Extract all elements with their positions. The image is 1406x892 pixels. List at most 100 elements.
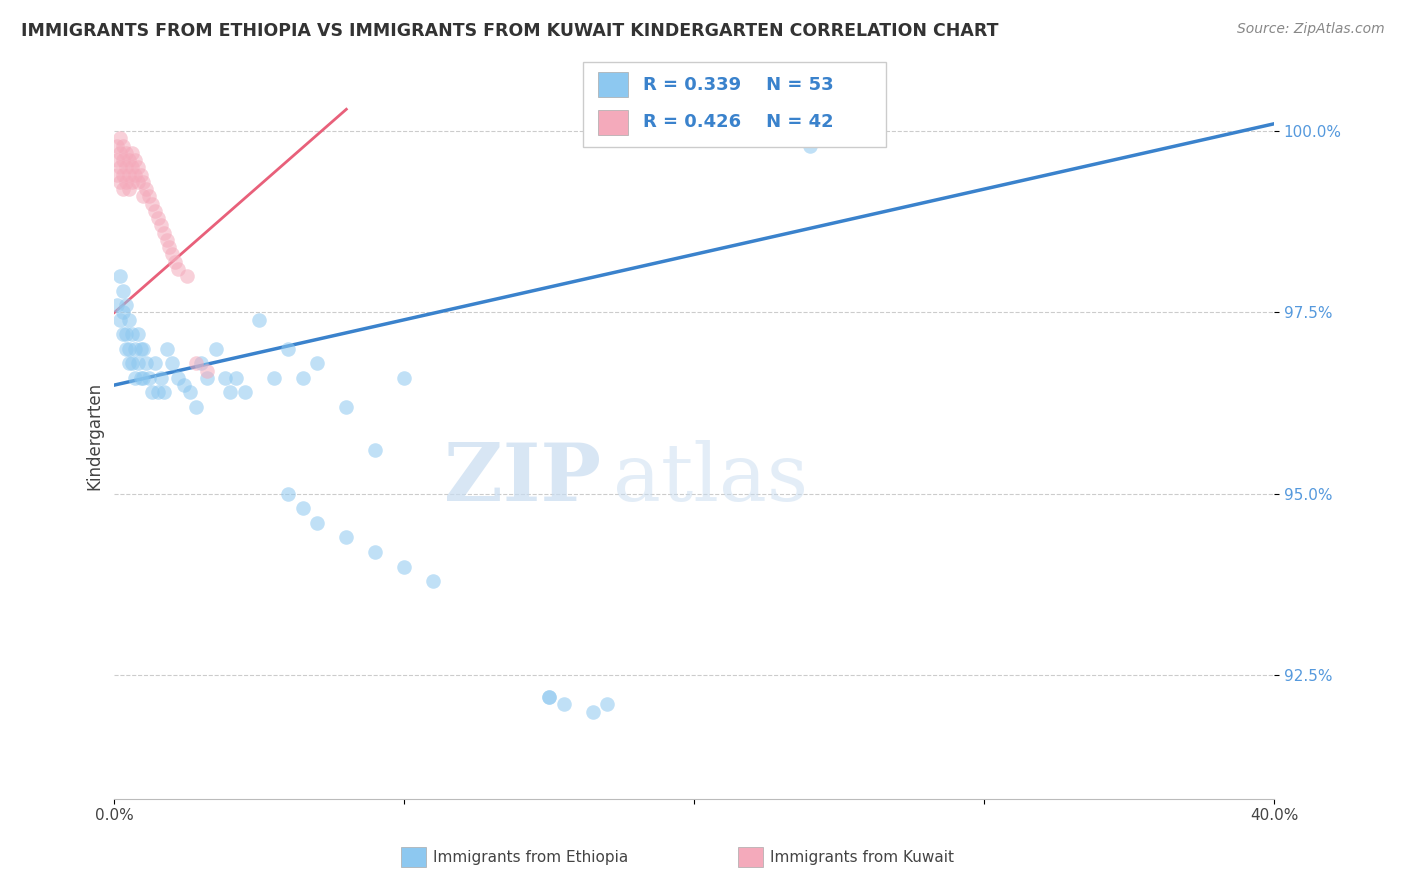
Point bbox=[155, 233, 177, 247]
Point bbox=[129, 168, 152, 182]
Text: Source: ZipAtlas.com: Source: ZipAtlas.com bbox=[1237, 22, 1385, 37]
Point bbox=[149, 219, 172, 233]
Point bbox=[112, 138, 135, 153]
Point bbox=[132, 175, 155, 189]
Point bbox=[121, 145, 143, 160]
Text: IMMIGRANTS FROM ETHIOPIA VS IMMIGRANTS FROM KUWAIT KINDERGARTEN CORRELATION CHAR: IMMIGRANTS FROM ETHIOPIA VS IMMIGRANTS F… bbox=[21, 22, 998, 40]
Point bbox=[291, 501, 314, 516]
Point bbox=[108, 175, 131, 189]
Point bbox=[141, 385, 163, 400]
Point bbox=[132, 189, 155, 203]
Point bbox=[118, 312, 141, 326]
Point bbox=[176, 269, 198, 284]
Point bbox=[553, 698, 575, 712]
Point bbox=[132, 371, 155, 385]
Point bbox=[112, 327, 135, 342]
Point bbox=[233, 385, 256, 400]
Point bbox=[118, 168, 141, 182]
Point bbox=[112, 305, 135, 319]
Point bbox=[127, 161, 149, 175]
Point bbox=[115, 342, 138, 356]
Point bbox=[124, 342, 146, 356]
Point bbox=[277, 487, 299, 501]
Point bbox=[108, 131, 131, 145]
Point bbox=[162, 356, 184, 370]
Point bbox=[184, 356, 207, 370]
Point bbox=[152, 226, 174, 240]
Point bbox=[121, 175, 143, 189]
Point bbox=[124, 168, 146, 182]
Text: ZIP: ZIP bbox=[444, 441, 602, 518]
Point bbox=[263, 371, 285, 385]
Point bbox=[394, 559, 416, 574]
Point bbox=[143, 203, 166, 218]
Point bbox=[179, 385, 201, 400]
Point bbox=[799, 138, 821, 153]
Point bbox=[538, 690, 561, 705]
Point bbox=[121, 161, 143, 175]
Point bbox=[105, 153, 128, 167]
Text: Immigrants from Kuwait: Immigrants from Kuwait bbox=[770, 850, 955, 864]
Point bbox=[364, 545, 387, 559]
Point bbox=[162, 247, 184, 261]
Point bbox=[112, 284, 135, 298]
Point bbox=[173, 378, 195, 392]
Point bbox=[115, 327, 138, 342]
Point bbox=[195, 363, 218, 377]
Point bbox=[167, 262, 190, 277]
Point bbox=[118, 356, 141, 370]
Point bbox=[129, 371, 152, 385]
Point bbox=[149, 371, 172, 385]
Point bbox=[132, 342, 155, 356]
Point bbox=[141, 196, 163, 211]
Text: atlas: atlas bbox=[613, 441, 808, 518]
Point bbox=[146, 211, 169, 226]
Point bbox=[124, 153, 146, 167]
Point bbox=[582, 705, 605, 719]
Point bbox=[115, 161, 138, 175]
Y-axis label: Kindergarten: Kindergarten bbox=[86, 382, 103, 490]
Point bbox=[121, 356, 143, 370]
Point bbox=[124, 371, 146, 385]
Point bbox=[219, 385, 242, 400]
Point bbox=[205, 342, 228, 356]
Point bbox=[105, 168, 128, 182]
Point bbox=[277, 342, 299, 356]
Point bbox=[112, 168, 135, 182]
Point bbox=[152, 385, 174, 400]
Point bbox=[146, 385, 169, 400]
Point bbox=[108, 269, 131, 284]
Point bbox=[118, 342, 141, 356]
Point bbox=[538, 690, 561, 705]
Point bbox=[165, 254, 187, 268]
Point bbox=[108, 161, 131, 175]
Point bbox=[115, 145, 138, 160]
Point bbox=[190, 356, 212, 370]
Point bbox=[108, 312, 131, 326]
Text: R = 0.426    N = 42: R = 0.426 N = 42 bbox=[643, 113, 834, 131]
Text: Immigrants from Ethiopia: Immigrants from Ethiopia bbox=[433, 850, 628, 864]
Point bbox=[108, 145, 131, 160]
Point bbox=[121, 327, 143, 342]
Point bbox=[127, 356, 149, 370]
Point bbox=[127, 175, 149, 189]
Text: R = 0.339    N = 53: R = 0.339 N = 53 bbox=[643, 76, 834, 94]
Point bbox=[127, 327, 149, 342]
Point bbox=[195, 371, 218, 385]
Point bbox=[167, 371, 190, 385]
Point bbox=[105, 298, 128, 312]
Point bbox=[118, 182, 141, 196]
Point bbox=[115, 175, 138, 189]
Point bbox=[135, 356, 157, 370]
Point bbox=[225, 371, 247, 385]
Point bbox=[422, 574, 444, 588]
Point bbox=[159, 240, 181, 254]
Point bbox=[214, 371, 236, 385]
Point bbox=[118, 153, 141, 167]
Point bbox=[291, 371, 314, 385]
Point bbox=[335, 400, 357, 414]
Point bbox=[138, 189, 160, 203]
Point bbox=[135, 182, 157, 196]
Point bbox=[115, 298, 138, 312]
Point bbox=[596, 698, 619, 712]
